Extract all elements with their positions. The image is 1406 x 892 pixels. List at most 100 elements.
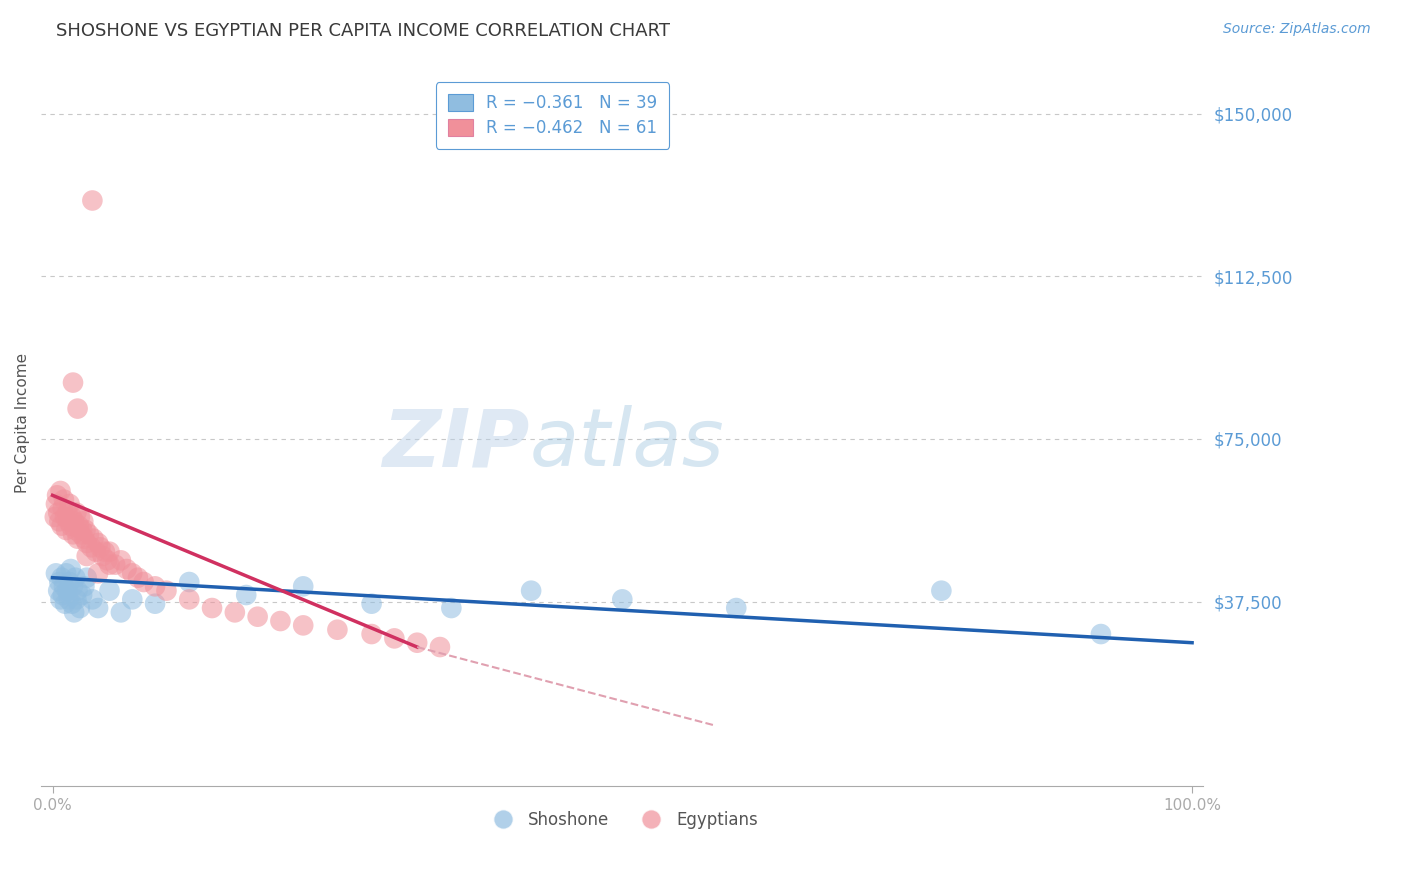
- Point: [63, 606, 86, 620]
- Point: [269, 614, 291, 628]
- Point: [96, 553, 118, 567]
- Point: [58, 592, 80, 607]
- Point: [63, 514, 86, 528]
- Point: [83, 532, 105, 546]
- Point: [58, 514, 80, 528]
- Point: [87, 601, 110, 615]
- Point: [55, 523, 77, 537]
- Text: ZIP: ZIP: [382, 406, 529, 483]
- Point: [292, 618, 315, 632]
- Point: [143, 597, 166, 611]
- Text: Source: ZipAtlas.com: Source: ZipAtlas.com: [1223, 22, 1371, 37]
- Point: [59, 518, 82, 533]
- Point: [59, 562, 82, 576]
- Point: [76, 536, 98, 550]
- Point: [66, 583, 89, 598]
- Point: [70, 527, 93, 541]
- Point: [121, 592, 143, 607]
- Point: [89, 541, 111, 555]
- Point: [82, 592, 104, 607]
- Point: [53, 597, 76, 611]
- Point: [440, 601, 463, 615]
- Point: [1090, 627, 1112, 641]
- Point: [76, 571, 98, 585]
- Point: [55, 566, 77, 581]
- Point: [132, 574, 155, 589]
- Point: [98, 583, 121, 598]
- Point: [62, 527, 84, 541]
- Point: [104, 558, 127, 572]
- Point: [76, 549, 98, 563]
- Point: [60, 510, 83, 524]
- Point: [94, 544, 117, 558]
- Point: [62, 376, 84, 390]
- Point: [67, 518, 90, 533]
- Point: [52, 492, 75, 507]
- Point: [77, 527, 100, 541]
- Point: [179, 592, 201, 607]
- Legend: Shoshone, Egyptians: Shoshone, Egyptians: [479, 805, 765, 836]
- Point: [49, 483, 72, 498]
- Text: atlas: atlas: [529, 406, 724, 483]
- Point: [65, 571, 87, 585]
- Point: [59, 497, 82, 511]
- Point: [56, 583, 79, 598]
- Point: [326, 623, 349, 637]
- Point: [179, 574, 201, 589]
- Point: [98, 544, 121, 558]
- Point: [91, 549, 114, 563]
- Point: [52, 501, 75, 516]
- Point: [72, 514, 94, 528]
- Point: [60, 597, 83, 611]
- Point: [87, 536, 110, 550]
- Point: [59, 574, 82, 589]
- Point: [429, 640, 451, 654]
- Point: [725, 601, 748, 615]
- Point: [65, 506, 87, 520]
- Point: [201, 601, 224, 615]
- Point: [53, 510, 76, 524]
- Point: [246, 609, 269, 624]
- Point: [69, 601, 91, 615]
- Point: [56, 506, 79, 520]
- Point: [51, 571, 73, 585]
- Point: [46, 488, 69, 502]
- Point: [44, 510, 66, 524]
- Point: [382, 632, 405, 646]
- Point: [224, 606, 246, 620]
- Point: [45, 497, 67, 511]
- Point: [65, 592, 87, 607]
- Point: [45, 566, 67, 581]
- Point: [121, 566, 143, 581]
- Point: [65, 523, 87, 537]
- Point: [127, 571, 149, 585]
- Point: [110, 606, 132, 620]
- Point: [51, 518, 73, 533]
- Point: [48, 514, 70, 528]
- Point: [87, 566, 110, 581]
- Point: [143, 579, 166, 593]
- Point: [75, 523, 97, 537]
- Point: [115, 562, 138, 576]
- Point: [82, 194, 104, 208]
- Point: [235, 588, 257, 602]
- Point: [520, 583, 543, 598]
- Point: [98, 558, 121, 572]
- Point: [360, 627, 382, 641]
- Point: [612, 592, 634, 607]
- Point: [80, 541, 103, 555]
- Point: [66, 532, 89, 546]
- Text: SHOSHONE VS EGYPTIAN PER CAPITA INCOME CORRELATION CHART: SHOSHONE VS EGYPTIAN PER CAPITA INCOME C…: [56, 22, 671, 40]
- Point: [46, 583, 69, 598]
- Point: [52, 579, 75, 593]
- Point: [360, 597, 382, 611]
- Point: [931, 583, 953, 598]
- Point: [46, 506, 69, 520]
- Point: [84, 544, 107, 558]
- Point: [70, 523, 93, 537]
- Y-axis label: Per Capita Income: Per Capita Income: [15, 352, 30, 492]
- Point: [69, 510, 91, 524]
- Point: [73, 579, 96, 593]
- Point: [49, 592, 72, 607]
- Point: [52, 588, 75, 602]
